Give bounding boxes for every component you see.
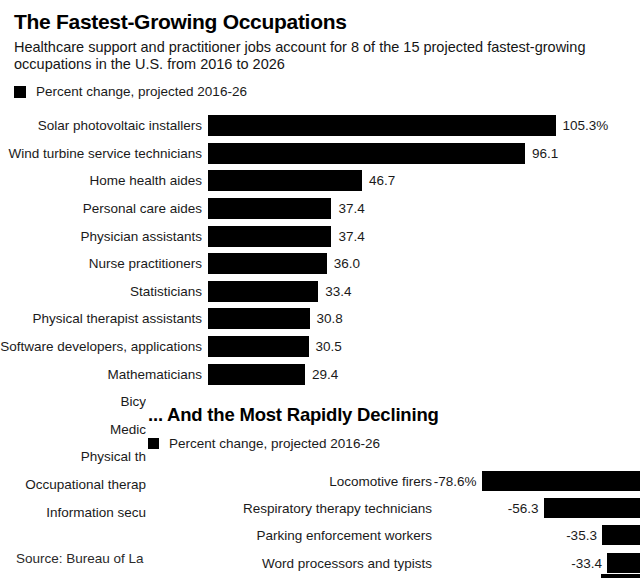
category-label-truncated: Medic [0,422,146,437]
category-label-truncated: Physical th [0,449,146,464]
legend-swatch-icon [148,438,159,449]
category-label: Statisticians [0,284,202,299]
chart-subtitle: Healthcare support and practitioner jobs… [14,39,632,73]
bar [602,525,640,545]
value-label: 30.8 [317,311,343,326]
chart-canvas: The Fastest-Growing Occupations Healthca… [0,0,640,578]
fast-chart-row: Personal care aides 37.4 [0,195,640,223]
value-label: 33.4 [325,284,351,299]
value-label: 37.4 [338,201,364,216]
declining-chart-panel: ... And the Most Rapidly Declining Perce… [146,390,640,578]
fast-chart-row: Mathematicians 29.4 [0,360,640,388]
declining-chart-title: ... And the Most Rapidly Declining [148,404,640,426]
category-label: Physical therapist assistants [0,311,202,326]
value-label: -35.3 [566,528,597,543]
fast-chart-row: Home health aides 46.7 [0,167,640,195]
fast-chart-legend: Percent change, projected 2016-26 [14,84,247,99]
fast-chart-row: Statisticians 33.4 [0,278,640,306]
category-label-truncated: Bicy [0,394,146,409]
partial-cropped-bar [601,574,640,578]
value-label: 30.5 [316,339,342,354]
bar [208,198,331,219]
bar [208,308,310,329]
source-note: Source: Bureau of La [16,551,144,566]
category-label: Wind turbine service technicians [0,146,202,161]
bar [607,553,640,573]
value-label: 105.3% [563,118,609,133]
category-label: Respiratory therapy technicians [243,501,432,516]
category-label-truncated: Information secu [0,505,146,520]
fast-chart-row: Nurse practitioners 36.0 [0,250,640,278]
category-label: Solar photovoltaic installers [0,118,202,133]
category-label: Parking enforcement workers [256,528,432,543]
bar [208,226,331,247]
bar [482,471,640,491]
category-label: Mathematicians [0,367,202,382]
bar [208,336,309,357]
value-label: -33.4 [571,556,602,571]
value-label: -56.3 [508,501,539,516]
bar [208,253,327,274]
declining-chart-rows: Locomotive firers-78.6%Respiratory thera… [146,468,640,577]
fast-chart-row: Physician assistants 37.4 [0,222,640,250]
declining-chart-row: Locomotive firers-78.6% [146,468,640,495]
fast-chart-row: Software developers, applications 30.5 [0,333,640,361]
category-label-truncated: Occupational therap [0,477,146,492]
bar [208,143,525,164]
category-label: Nurse practitioners [0,256,202,271]
declining-chart-row: Parking enforcement workers -35.3 [146,522,640,549]
declining-chart-row: Respiratory therapy technicians -56.3 [146,495,640,522]
legend-label: Percent change, projected 2016-26 [169,436,380,451]
value-label: 37.4 [338,229,364,244]
value-label: 36.0 [334,256,360,271]
category-label: Personal care aides [0,201,202,216]
declining-chart-legend: Percent change, projected 2016-26 [148,436,640,451]
fast-chart-row: Solar photovoltaic installers 105.3% [0,112,640,140]
category-label: Word processors and typists [262,556,432,571]
value-label: 96.1 [532,146,558,161]
category-label: Software developers, applications [0,339,202,354]
bar [208,170,362,191]
category-label: Home health aides [0,173,202,188]
bar [208,115,556,136]
bar [544,498,640,518]
legend-swatch-icon [14,86,26,98]
bar [208,364,305,385]
value-label: 29.4 [312,367,338,382]
category-label: Physician assistants [0,229,202,244]
page-title: The Fastest-Growing Occupations [14,10,347,34]
value-label: 46.7 [369,173,395,188]
fast-chart-row: Wind turbine service technicians 96.1 [0,140,640,168]
declining-chart-row: Word processors and typists -33.4 [146,550,640,577]
value-label: -78.6% [434,474,477,489]
bar [208,281,318,302]
category-label: Locomotive firers [329,474,432,489]
fast-chart-row: Physical therapist assistants 30.8 [0,305,640,333]
legend-label: Percent change, projected 2016-26 [36,84,247,99]
